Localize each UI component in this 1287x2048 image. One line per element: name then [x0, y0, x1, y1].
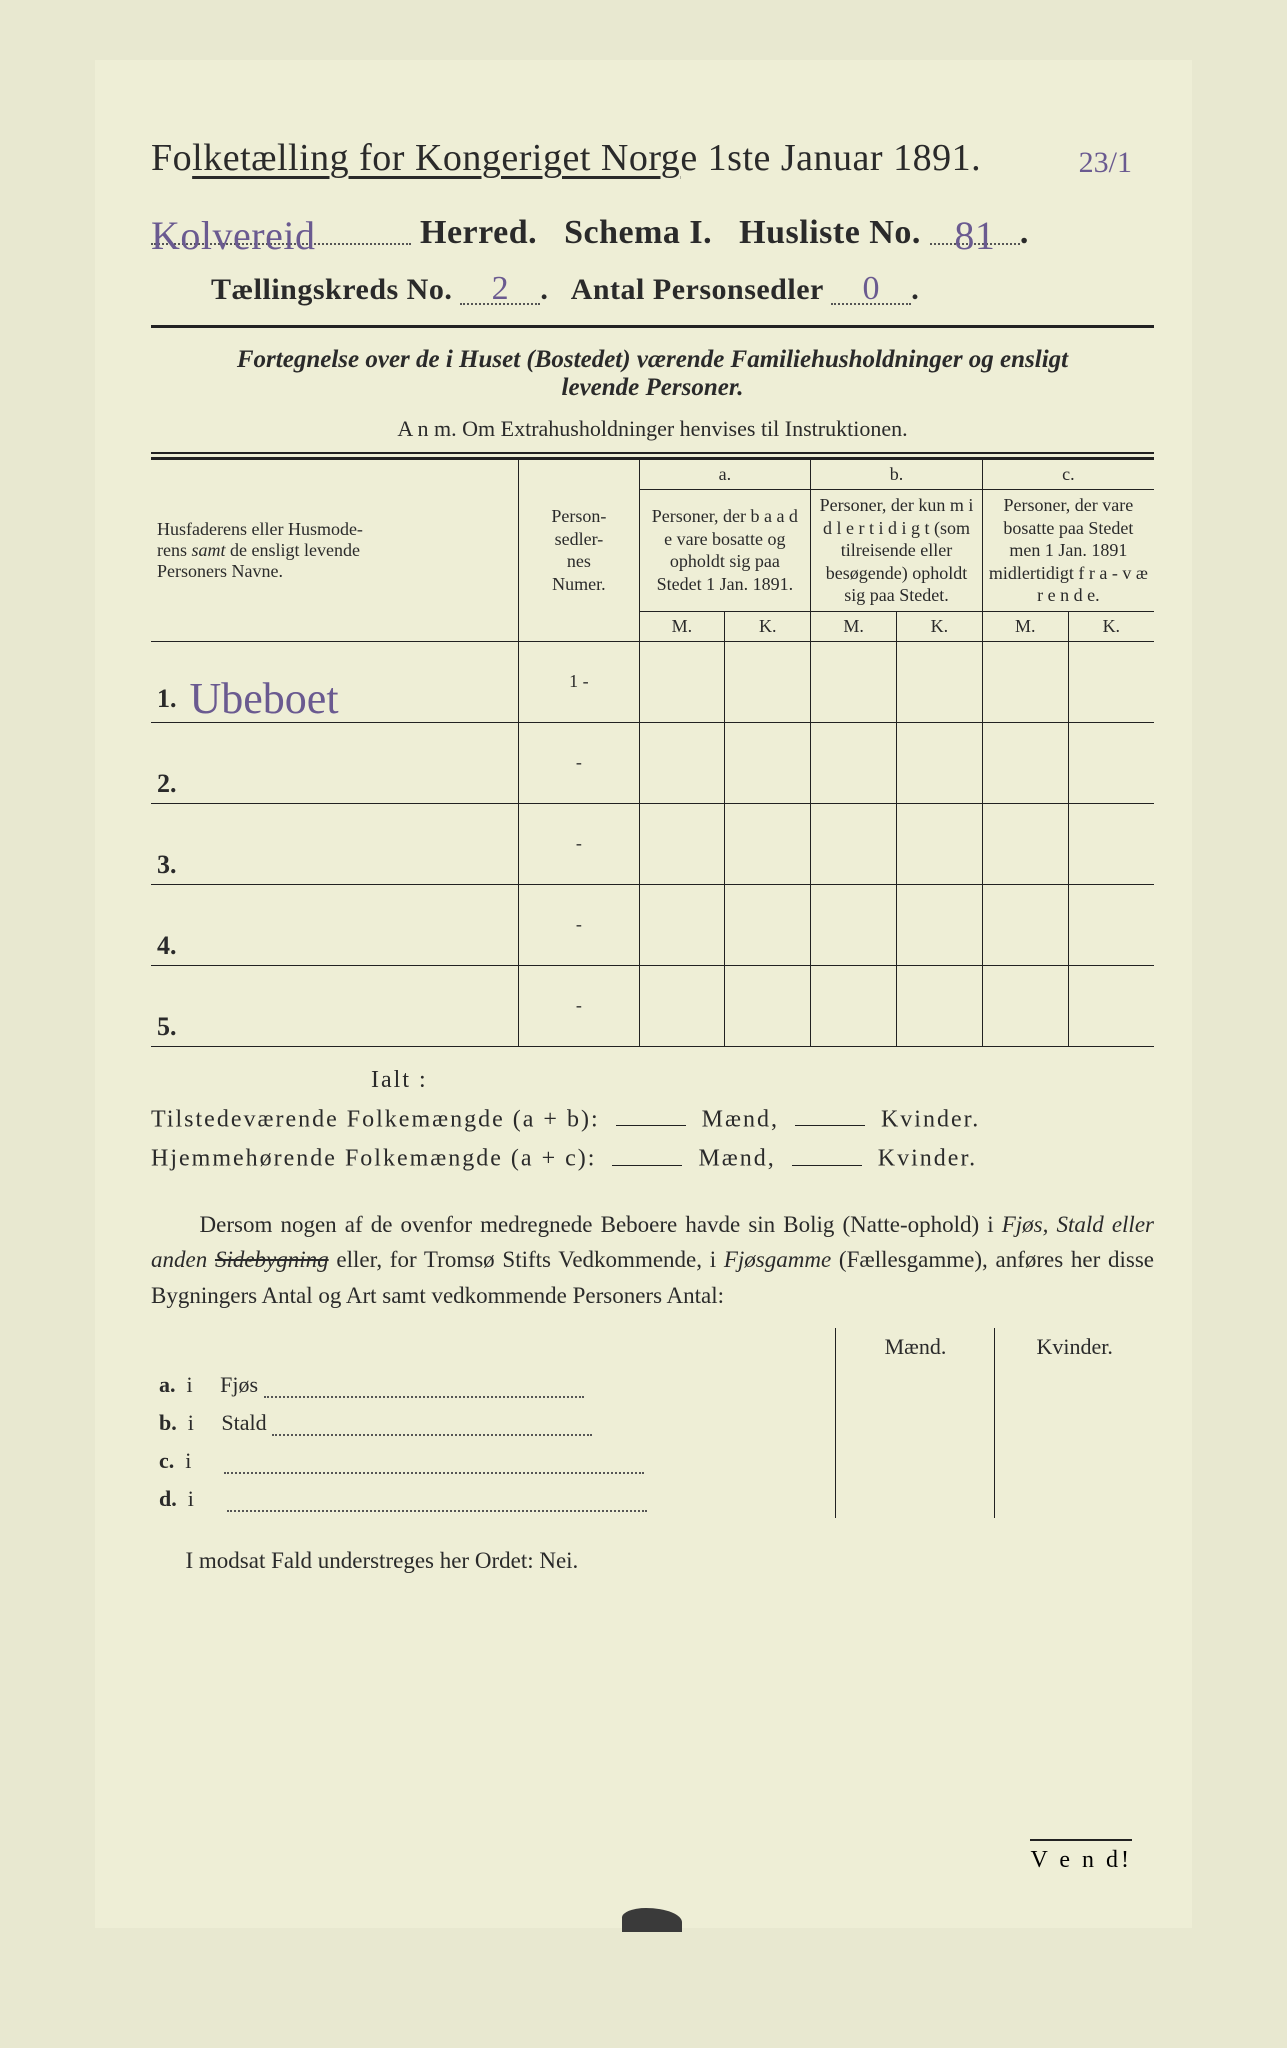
sum2-maend: Mænd, [698, 1146, 775, 1172]
table-header-row1: Husfaderens eller Husmode-rens samt de e… [151, 460, 1154, 490]
col-b-m: M. [811, 611, 897, 641]
col-names-header: Husfaderens eller Husmode-rens samt de e… [151, 460, 519, 642]
kreds-value: 2 [492, 270, 510, 307]
sum1-kv-blank [795, 1104, 865, 1127]
building-head-row: Mænd. Kvinder. [151, 1328, 1154, 1366]
main-title: Folketælling for Kongeriget Norge 1ste J… [151, 136, 1154, 180]
antal-value: 0 [863, 270, 881, 307]
col-sedler-header: Person-sedler-nesNumer. [519, 460, 639, 642]
sum2-maend-blank [612, 1143, 682, 1166]
divider-1 [151, 325, 1154, 328]
col-b-text: Personer, der kun m i d l e r t i d i g … [811, 490, 983, 612]
margin-note-date: 23/1 [1079, 146, 1132, 180]
building-row: a. i Fjøs [151, 1366, 1154, 1404]
col-c-text: Personer, der vare bosatte paa Stedet me… [982, 490, 1154, 612]
sum2-label: Hjemmehørende Folkemængde (a + c): [151, 1146, 596, 1172]
modsat-text: I modsat Fald understreges her Ordet: Ne… [186, 1548, 579, 1573]
census-table: Husfaderens eller Husmode-rens samt de e… [151, 459, 1154, 1047]
col-a-label: a. [639, 460, 811, 490]
table-row: 1. Ubeboet1 - [151, 641, 1154, 722]
vend-label: V e n d! [1030, 1839, 1132, 1874]
scan-background: 23/1 Folketælling for Kongeriget Norge 1… [0, 0, 1287, 2048]
anm-note: A n m. Om Extrahusholdninger henvises ti… [151, 416, 1154, 442]
col-c-m: M. [982, 611, 1068, 641]
col-c-k: K. [1068, 611, 1154, 641]
col-c-label: c. [982, 460, 1154, 490]
col-a-k: K. [725, 611, 811, 641]
building-head-k: Kvinder. [995, 1328, 1154, 1366]
antal-label: Antal Personsedler [571, 273, 824, 306]
col-a-m: M. [639, 611, 725, 641]
ialt-label: Ialt : [371, 1067, 1154, 1094]
sum-line-1: Tilstedeværende Folkemængde (a + b): Mæn… [151, 1104, 1154, 1134]
col-b-k: K. [896, 611, 982, 641]
kreds-label: Tællingskreds No. [211, 273, 452, 306]
husliste-label: Husliste No. [739, 214, 921, 251]
sum2-kvinder: Kvinder. [878, 1146, 977, 1172]
col-b-label: b. [811, 460, 983, 490]
paper-sheet: 23/1 Folketælling for Kongeriget Norge 1… [95, 60, 1192, 1928]
schema-label: Schema I. [564, 214, 712, 251]
title-text: Folketælling for Kongeriget Norge 1ste J… [151, 137, 981, 179]
herred-label: Herred. [420, 214, 537, 251]
building-paragraph: Dersom nogen af de ovenfor medregnede Be… [151, 1207, 1154, 1314]
header-row-3: Tællingskreds No. 2. Antal Personsedler … [151, 270, 1154, 307]
building-row: d. i [151, 1480, 1154, 1518]
header-row-2: Kolvereid Herred. Schema I. Husliste No.… [151, 206, 1154, 252]
building-table: Mænd. Kvinder. a. i Fjøs b. i Stald c. i… [151, 1328, 1154, 1518]
fort-line2: levende Personer. [562, 374, 744, 401]
table-row: 2. - [151, 722, 1154, 803]
herred-value: Kolvereid [151, 213, 315, 258]
modsat-line: I modsat Fald understreges her Ordet: Ne… [151, 1548, 1154, 1574]
paper-tear [622, 1908, 682, 1932]
sum1-kvinder: Kvinder. [881, 1106, 980, 1132]
document-content: 23/1 Folketælling for Kongeriget Norge 1… [95, 60, 1192, 1604]
sum1-label: Tilstedeværende Folkemængde (a + b): [151, 1106, 600, 1132]
table-body: 1. Ubeboet1 -2. -3. -4. -5. - [151, 641, 1154, 1046]
table-row: 4. - [151, 884, 1154, 965]
building-row: b. i Stald [151, 1404, 1154, 1442]
husliste-value: 81 [954, 213, 995, 258]
building-head-m: Mænd. [836, 1328, 995, 1366]
sum1-maend-blank [616, 1104, 686, 1127]
sum2-kv-blank [792, 1143, 862, 1166]
sum-line-2: Hjemmehørende Folkemængde (a + c): Mænd,… [151, 1143, 1154, 1173]
col-a-text: Personer, der b a a d e vare bosatte og … [639, 490, 811, 612]
fortegnelse-heading: Fortegnelse over de i Huset (Bostedet) v… [151, 346, 1154, 402]
table-row: 3. - [151, 803, 1154, 884]
fort-line1: Fortegnelse over de i Huset (Bostedet) v… [237, 346, 1068, 373]
building-row: c. i [151, 1442, 1154, 1480]
table-row: 5. - [151, 965, 1154, 1046]
sum1-maend: Mænd, [702, 1106, 779, 1132]
